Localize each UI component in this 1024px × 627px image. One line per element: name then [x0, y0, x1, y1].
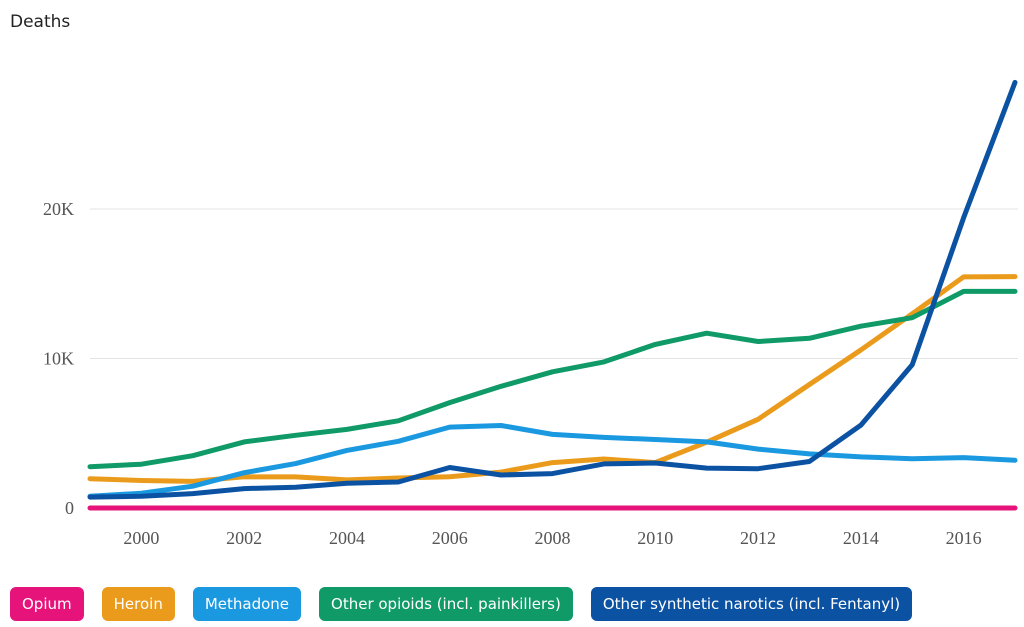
x-tick-label: 2000: [123, 528, 159, 548]
gridlines: [90, 208, 1018, 359]
legend-item-opium[interactable]: Opium: [10, 587, 84, 621]
series-lines: [87, 79, 1018, 511]
x-axis-ticks: 2000 2002 2004 2006 2008 2010 2012 2014 2016: [123, 528, 981, 548]
x-tick-label: 2004: [329, 528, 365, 548]
y-axis-ticks: 0 10K 20K: [43, 199, 74, 518]
series-line-other-opioids-incl-painkillers: [87, 288, 1018, 470]
legend-item-heroin[interactable]: Heroin: [101, 587, 175, 621]
y-tick-label: 20K: [43, 199, 74, 219]
x-tick-label: 2002: [226, 528, 262, 548]
x-tick-label: 2010: [637, 528, 673, 548]
x-tick-label: 2016: [946, 528, 982, 548]
legend-item-other-synthetic-narotics-incl-fentanyl[interactable]: Other synthetic narotics (incl. Fentanyl…: [590, 587, 913, 621]
y-tick-label: 0: [65, 498, 74, 518]
x-tick-label: 2006: [432, 528, 468, 548]
line-chart: 0 10K 20K 2000 2002 2004 2006 2008 2010 2012 2014…: [43, 79, 1018, 548]
y-axis-label: Deaths: [10, 12, 71, 32]
legend-item-methadone[interactable]: Methadone: [192, 587, 302, 621]
series-line-methadone: [87, 423, 1018, 499]
series-line-other-synthetic-narotics-incl-fentanyl: [87, 79, 1018, 500]
legend-item-other-opioids-incl-painkillers[interactable]: Other opioids (incl. painkillers): [319, 587, 573, 621]
legend: Opium Heroin Methadone Other opioids (incl.…: [10, 587, 913, 621]
x-tick-label: 2008: [535, 528, 571, 548]
series-line-heroin: [87, 274, 1018, 484]
x-tick-label: 2012: [740, 528, 776, 548]
x-tick-label: 2014: [843, 528, 879, 548]
y-tick-label: 10K: [43, 349, 74, 369]
